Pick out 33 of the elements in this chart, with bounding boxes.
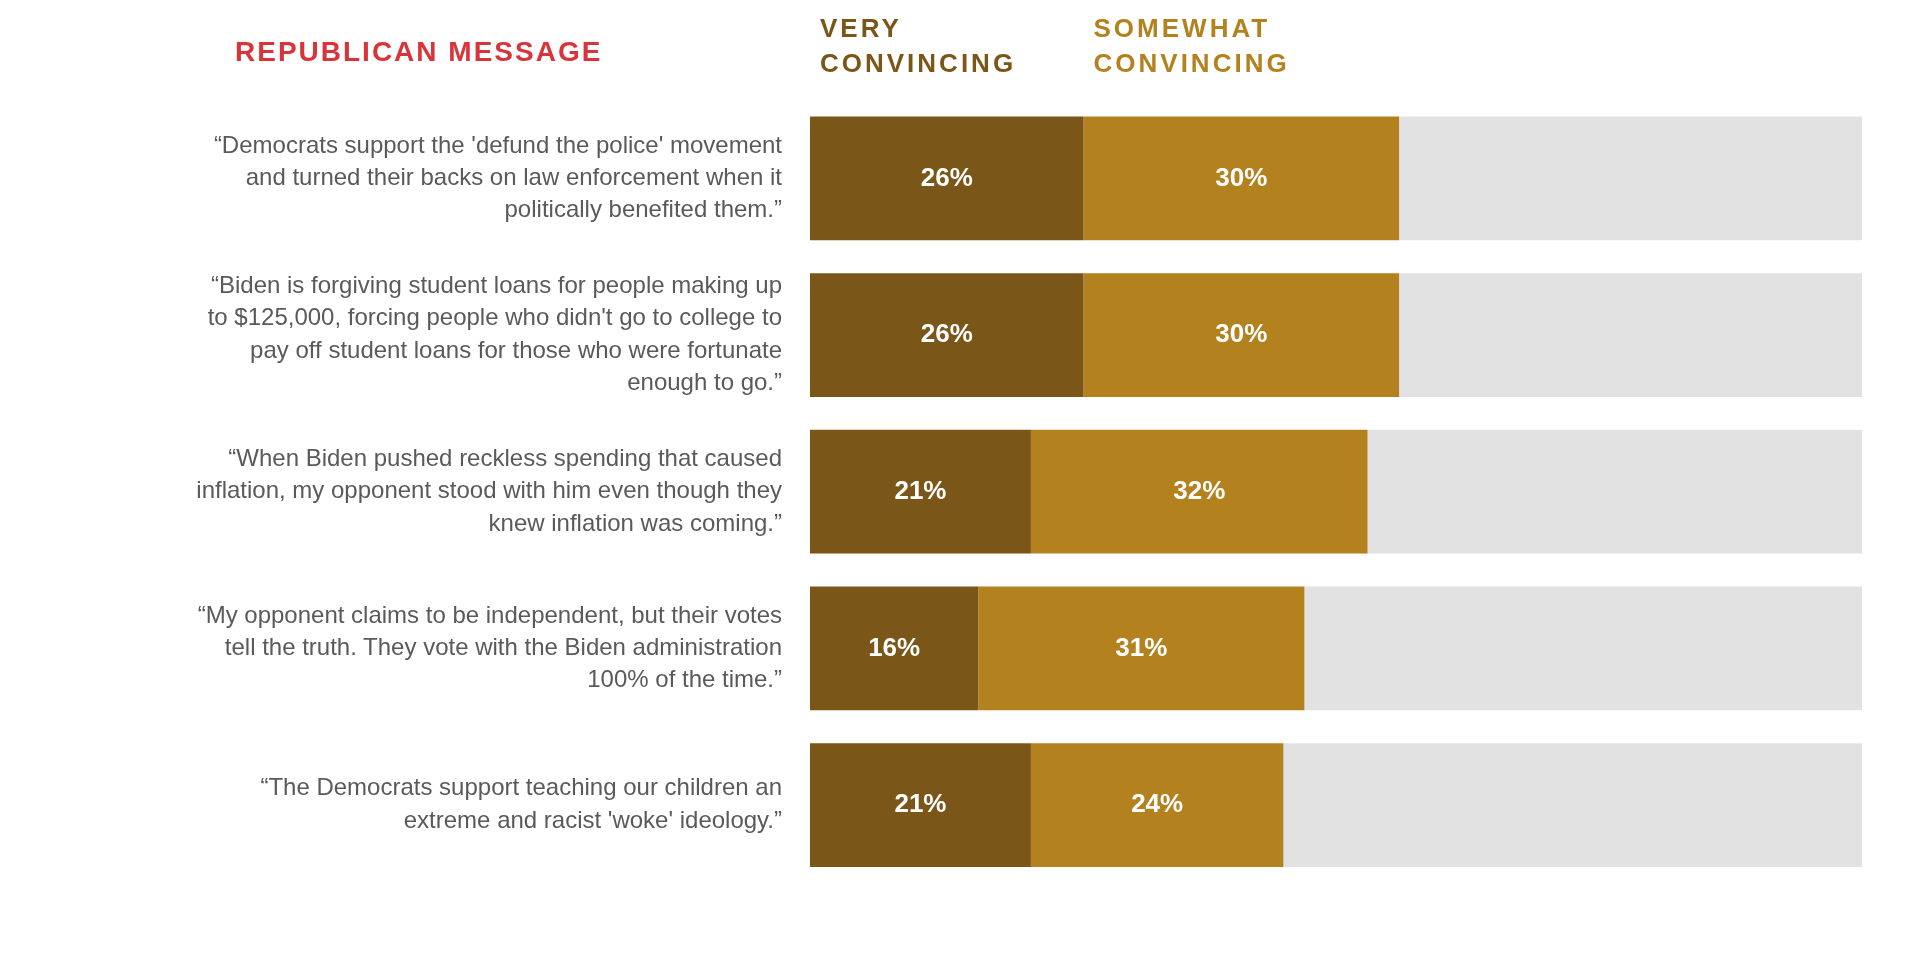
- data-label: 21%: [894, 474, 947, 505]
- bar: [810, 743, 1031, 867]
- bar: [1030, 429, 1368, 554]
- bar: [1083, 273, 1400, 397]
- y-tick-label: “The Democrats support teaching our children an extreme and racist 'woke' ideology.”: [260, 773, 782, 833]
- data-label: 16%: [868, 631, 921, 662]
- bar: [1399, 273, 1862, 397]
- data-label: 26%: [920, 318, 973, 349]
- data-label: 32%: [1173, 474, 1226, 505]
- bar: [1367, 429, 1862, 554]
- y-tick-label: “Democrats support the 'defund the police' movement and turned their backs on law enforcement when it politically benefited them.”: [213, 130, 783, 223]
- bar: [1030, 743, 1284, 867]
- data-label: 26%: [920, 161, 973, 192]
- y-tick-label: “My opponent claims to be independent, but their votes tell the truth. They vote with the Biden administration 100% of the time.”: [197, 600, 783, 693]
- bar: [810, 586, 979, 711]
- bar: [1283, 743, 1862, 867]
- series-label: VERY CONVINCING: [820, 13, 1017, 79]
- y-tick-label: “Biden is forgiving student loans for people making up to $125,000, forcing people who didn't go to college to pay off student loans for those who were fortunate enough to go.”: [207, 271, 782, 396]
- bar: [1083, 116, 1400, 241]
- bar: [1399, 116, 1862, 241]
- data-label: 31%: [1115, 631, 1168, 662]
- text: REPUBLICAN MESSAGE: [235, 35, 603, 67]
- data-label: 30%: [1215, 161, 1268, 192]
- bar: [810, 429, 1031, 554]
- data-label: 24%: [1131, 788, 1184, 819]
- data-label: 21%: [894, 788, 947, 819]
- bar: [810, 116, 1084, 241]
- bar: [1304, 586, 1862, 711]
- series-label: SOMEWHAT CONVINCING: [1093, 13, 1290, 79]
- bar: [810, 273, 1084, 397]
- data-label: 30%: [1215, 318, 1268, 349]
- bar: [978, 586, 1305, 711]
- y-tick-label: “When Biden pushed reckless spending that caused inflation, my opponent stood with him even though they knew inflation was coming.”: [196, 443, 782, 536]
